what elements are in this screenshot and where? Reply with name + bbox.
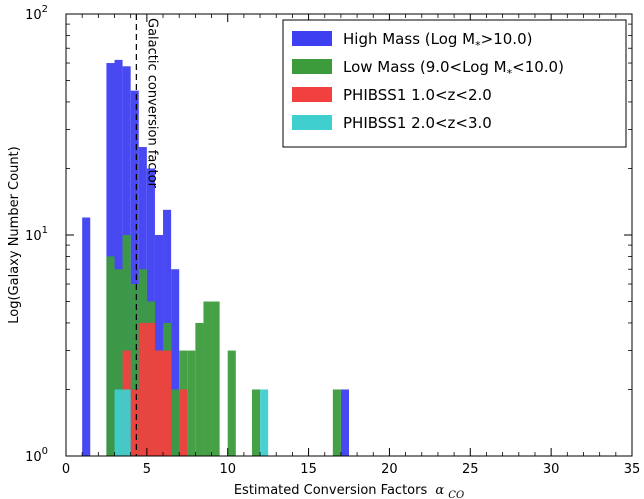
legend-label-0: High Mass (Log M*>10.0) (343, 30, 532, 52)
x-tick-label: 0 (62, 462, 70, 477)
legend-box (282, 19, 627, 148)
x-tick-label: 5 (143, 462, 151, 477)
bar-series-2-bin-3 (146, 322, 155, 456)
bar-series-1-bin-14 (227, 350, 236, 456)
bar-series-1-bin-12 (203, 301, 212, 456)
bar-series-2-bin-1 (130, 389, 139, 456)
legend-label-3: PHIBSS1 2.0<z<3.0 (343, 114, 492, 132)
bar-series-1-bin-8 (171, 389, 180, 456)
bar-series-0-bin-7 (154, 235, 164, 456)
bar-series-0-bin-2 (114, 59, 123, 456)
bar-series-1-bin-11 (195, 322, 204, 456)
reference-line-group: Galactic conversion factor (135, 14, 159, 456)
bar-series-3-bin-0 (114, 389, 123, 456)
x-tick-label: 30 (543, 462, 560, 477)
legend-swatch-2 (292, 87, 332, 102)
bar-series-1-bin-2 (122, 235, 131, 456)
legend-label-1: Low Mass (9.0<Log M*<10.0) (343, 58, 564, 80)
reference-line-label: Galactic conversion factor (144, 18, 159, 189)
y-tick-label: 102 (25, 4, 48, 23)
x-tick-label: 35 (624, 462, 641, 477)
bar-series-2-bin-6 (179, 389, 188, 456)
legend: High Mass (Log M*>10.0) Low Mass (9.0<Log… (282, 19, 627, 148)
bar-series-2-bin-5 (163, 350, 172, 456)
bar-series-2-bin-4 (154, 350, 164, 456)
bar-series-3-bin-1 (122, 389, 131, 456)
legend-swatch-0 (292, 31, 332, 46)
y-tick-labels: 100 101 102 (25, 4, 48, 465)
bar-series-1-bin-1 (114, 269, 123, 456)
histogram-bars (82, 59, 349, 457)
bar-series-1-bin-0 (106, 256, 115, 456)
bar-series-0-bin-4 (130, 90, 139, 456)
x-tick-label: 25 (462, 462, 479, 477)
bar-series-2-bin-2 (138, 322, 147, 456)
x-tick-label: 20 (381, 462, 398, 477)
series-3 (114, 389, 269, 456)
legend-swatch-3 (292, 115, 332, 130)
x-axis-label-subscript: CO (448, 490, 464, 499)
x-axis-label-symbol: α (435, 483, 444, 498)
x-tick-label: 10 (219, 462, 236, 477)
legend-swatch-1 (292, 59, 332, 74)
y-tick-label: 101 (25, 225, 48, 244)
bar-series-0-bin-0 (82, 217, 91, 456)
bar-series-1-bin-15 (251, 389, 261, 456)
bar-series-0-bin-9 (171, 269, 180, 456)
y-tick-label: 100 (25, 446, 48, 465)
bar-series-0-bin-10 (340, 389, 349, 456)
bar-series-1-bin-10 (187, 350, 196, 456)
legend-label-2: PHIBSS1 1.0<z<2.0 (343, 86, 492, 104)
x-tick-label: 15 (300, 462, 317, 477)
bar-series-1-bin-13 (211, 301, 220, 456)
bar-series-3-bin-2 (260, 389, 269, 456)
x-tick-labels: 0 5 10 15 20 25 30 35 (62, 462, 640, 477)
x-axis-label-text: Estimated Conversion Factors (234, 483, 428, 498)
y-axis-label: Log(Galaxy Number Count) (7, 146, 22, 323)
x-axis-label: Estimated Conversion Factors α CO (234, 483, 464, 499)
axis-ticks (65, 13, 633, 457)
bar-series-1-bin-16 (332, 389, 341, 456)
bar-series-1-bin-3 (130, 284, 139, 456)
